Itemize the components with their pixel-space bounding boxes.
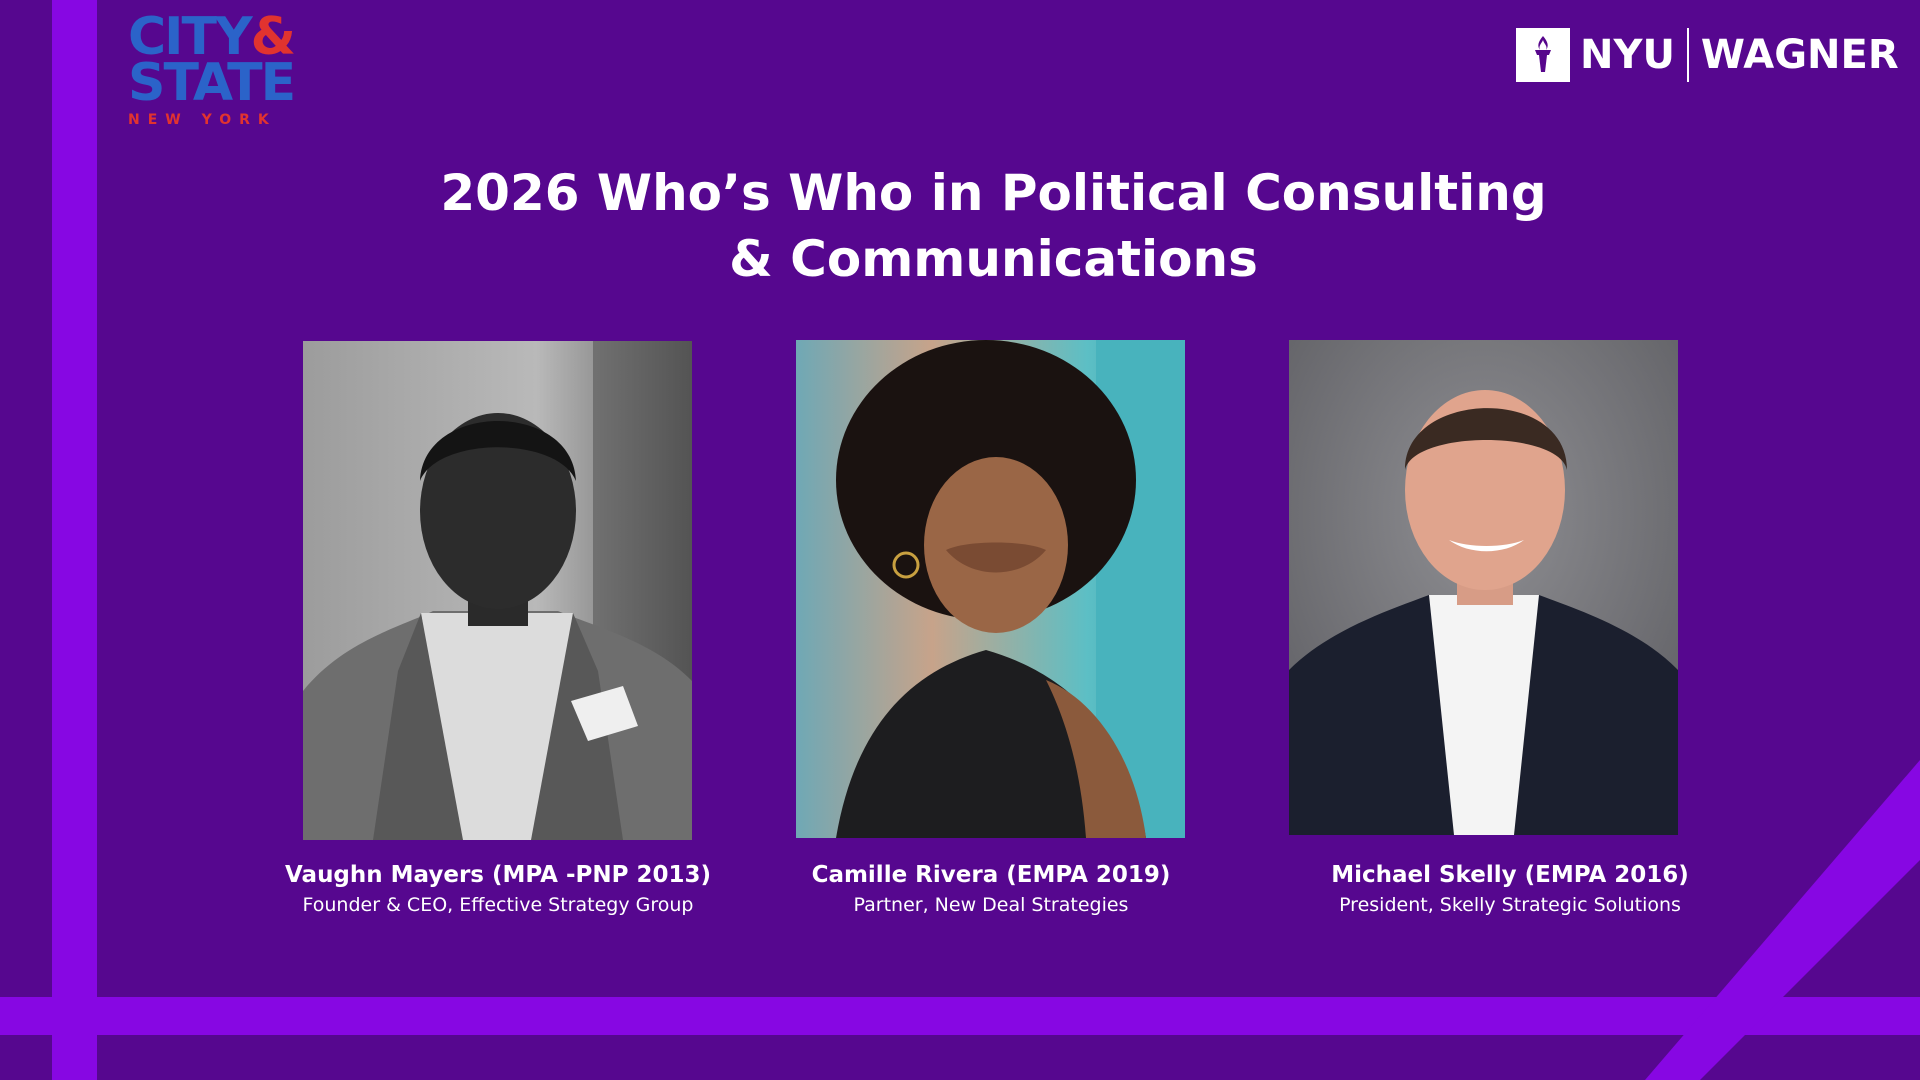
wagner-text: WAGNER xyxy=(1700,31,1899,78)
honoree-caption-2: Camille Rivera (EMPA 2019) Partner, New … xyxy=(756,860,1226,920)
torch-icon xyxy=(1516,27,1570,82)
honoree-name: Camille Rivera (EMPA 2019) xyxy=(811,862,1171,888)
portrait-camille-rivera xyxy=(796,340,1185,838)
city-state-logo-line2: STATE xyxy=(128,53,296,113)
honoree-role: President, Skelly Strategic Solutions xyxy=(1339,894,1681,916)
honoree-caption-1: Vaughn Mayers (MPA -PNP 2013) Founder & … xyxy=(263,860,733,920)
city-state-logo-line1: CITY& xyxy=(128,7,296,67)
logo-divider xyxy=(1686,27,1689,82)
honoree-caption-3: Michael Skelly (EMPA 2016) President, Sk… xyxy=(1275,860,1745,920)
nyu-text: NYU xyxy=(1580,31,1675,78)
city-state-logo-subtitle: NEW YORK xyxy=(128,112,277,128)
left-vertical-stripe xyxy=(52,0,97,1080)
honoree-name: Michael Skelly (EMPA 2016) xyxy=(1331,862,1689,888)
honoree-name: Vaughn Mayers (MPA -PNP 2013) xyxy=(285,862,711,888)
honoree-role: Partner, New Deal Strategies xyxy=(853,894,1129,916)
bottom-horizontal-stripe xyxy=(0,997,1920,1035)
portrait-michael-skelly xyxy=(1289,340,1678,835)
nyu-wagner-logo: NYU WAGNER xyxy=(1516,27,1899,82)
city-state-logo: CITY& STATE NEW YORK xyxy=(128,7,298,132)
page-title: 2026 Who’s Who in Political Consulting &… xyxy=(380,160,1607,292)
page-title-line2: & Communications xyxy=(729,230,1258,288)
honoree-role: Founder & CEO, Effective Strategy Group xyxy=(302,894,694,916)
portrait-vaughn-mayers xyxy=(303,341,692,840)
page-title-line1: 2026 Who’s Who in Political Consulting xyxy=(440,164,1547,222)
